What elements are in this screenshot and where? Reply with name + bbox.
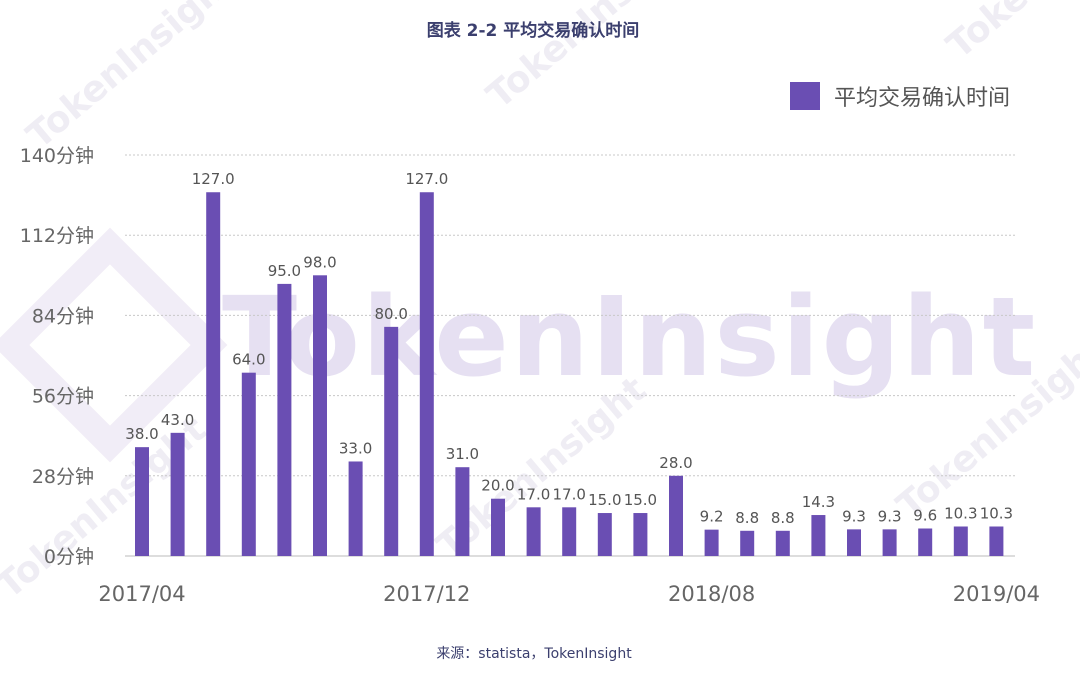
watermark-text-large: TokenInsight — [222, 273, 1037, 401]
bar — [669, 475, 683, 556]
data-label: 10.3 — [944, 504, 977, 522]
data-label: 17.0 — [517, 485, 550, 503]
data-label: 127.0 — [405, 170, 448, 188]
data-label: 8.8 — [735, 509, 759, 527]
bar — [633, 513, 648, 556]
legend: 平均交易确认时间 — [790, 82, 1010, 111]
data-label: 15.0 — [624, 491, 657, 509]
x-tick-label: 2017/04 — [98, 582, 185, 606]
bar — [348, 461, 363, 556]
bar — [419, 192, 434, 556]
bar — [740, 530, 755, 556]
bar — [526, 507, 541, 556]
y-tick-label: 140分钟 — [20, 145, 94, 167]
data-label: 95.0 — [268, 262, 301, 280]
legend-label: 平均交易确认时间 — [834, 86, 1010, 111]
data-label: 33.0 — [339, 439, 372, 457]
bar — [170, 432, 185, 556]
data-label: 14.3 — [802, 493, 835, 511]
data-label: 38.0 — [125, 425, 158, 443]
bar — [704, 529, 719, 556]
bar — [775, 530, 790, 556]
data-label: 9.6 — [913, 507, 937, 525]
bar — [953, 526, 968, 556]
x-tick-label: 2017/12 — [383, 582, 470, 606]
x-tick-label: 2019/04 — [953, 582, 1040, 606]
data-label: 28.0 — [659, 454, 692, 472]
data-labels: 38.043.0 127.0 64.0 95.0 98.0 33.0 80.0 127.0 31… — [125, 170, 1013, 527]
data-label: 80.0 — [374, 305, 407, 323]
x-axis: 2017/04 2017/12 2018/08 2019/04 — [98, 582, 1040, 606]
data-label: 17.0 — [552, 485, 585, 503]
y-tick-label: 0分钟 — [44, 546, 94, 568]
data-label: 9.3 — [878, 507, 902, 525]
bar — [882, 529, 897, 556]
y-tick-label: 112分钟 — [20, 225, 94, 247]
bar — [135, 447, 149, 556]
y-axis: 0分钟 28分钟 56分钟 84分钟 112分钟 140分钟 — [20, 145, 94, 568]
watermark-logo-icon — [0, 227, 228, 463]
bar — [847, 529, 861, 556]
data-label: 127.0 — [192, 170, 235, 188]
bar — [206, 192, 221, 556]
data-label: 31.0 — [446, 445, 479, 463]
bar — [597, 513, 612, 556]
bar — [562, 507, 577, 556]
y-tick-label: 84分钟 — [32, 305, 94, 327]
watermark-text-diagonal-1: TokenInsight — [19, 0, 244, 157]
bar — [989, 526, 1004, 556]
data-label: 98.0 — [303, 253, 336, 271]
bar — [811, 515, 826, 556]
data-label: 10.3 — [980, 504, 1013, 522]
watermark-text-diagonal-3: TokenInsight — [939, 0, 1080, 67]
data-label: 64.0 — [232, 351, 265, 369]
bar — [277, 283, 292, 556]
legend-swatch — [790, 82, 820, 110]
source-note: 来源：statista，TokenInsight — [436, 646, 632, 662]
x-tick-label: 2018/08 — [668, 582, 755, 606]
bar — [241, 372, 256, 556]
bar — [313, 275, 327, 556]
y-tick-label: 28分钟 — [32, 466, 94, 488]
bars — [135, 192, 1004, 556]
data-label: 20.0 — [481, 477, 514, 495]
bar — [491, 498, 505, 556]
data-label: 43.0 — [161, 411, 194, 429]
bar — [384, 326, 399, 556]
data-label: 9.3 — [842, 507, 866, 525]
grid — [125, 154, 1015, 557]
bar — [455, 467, 470, 556]
chart-title: 图表 2-2 平均交易确认时间 — [427, 20, 640, 41]
watermark-text-diagonal-2: TokenInsight — [479, 0, 704, 117]
bar — [918, 528, 933, 556]
data-label: 15.0 — [588, 491, 621, 509]
data-label: 9.2 — [700, 508, 724, 526]
y-tick-label: 56分钟 — [32, 386, 94, 408]
data-label: 8.8 — [771, 509, 795, 527]
